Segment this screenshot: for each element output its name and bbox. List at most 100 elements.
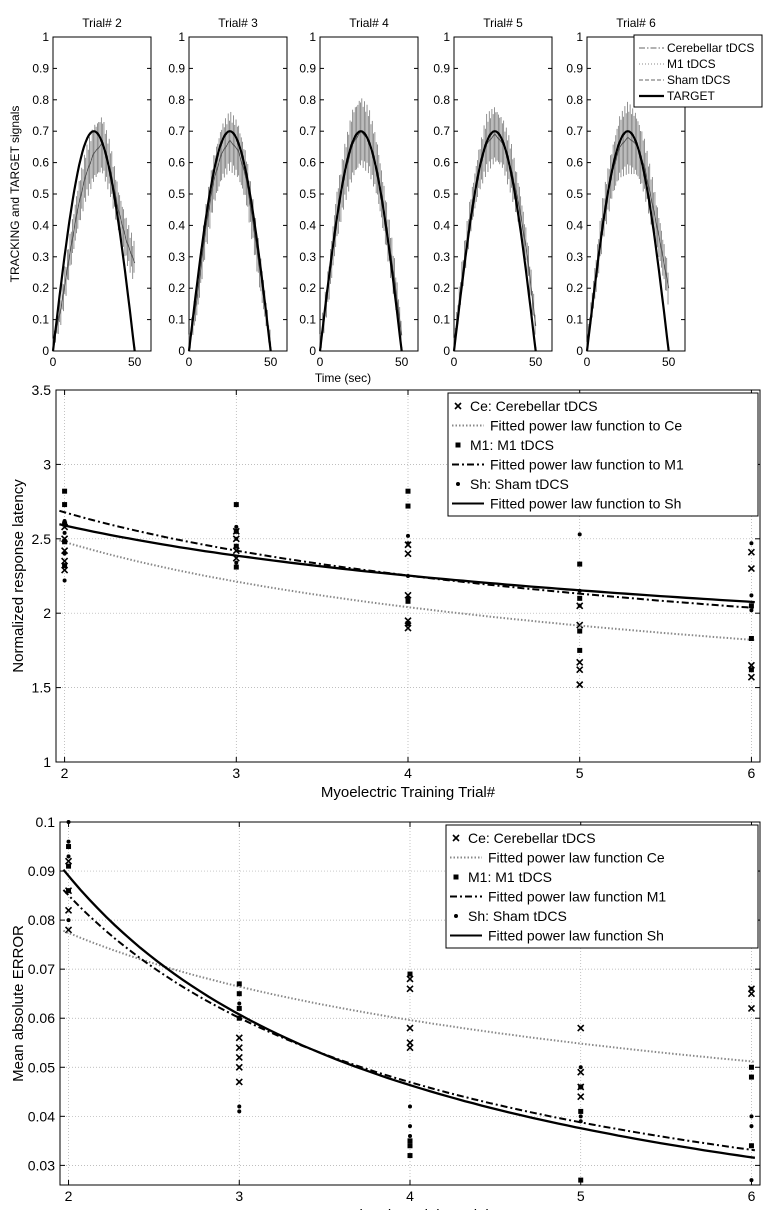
y-tick-label: 0.8 — [433, 93, 450, 107]
data-point — [577, 532, 582, 537]
tracking-chart: Trial# 2 0 0.1 0.2 0.3 0.4 0.5 0.6 0.7 0.8 0.9 1 0 50… — [8, 16, 763, 385]
series-points — [66, 844, 754, 1183]
x-tick-label: 0 — [584, 355, 591, 369]
y-axis-label: Normalized response latency — [10, 479, 27, 673]
panel-title: Trial# 3 — [218, 16, 258, 30]
x-tick-label: 5 — [576, 765, 584, 781]
y-tick-label: 0.3 — [32, 250, 49, 264]
data-point — [233, 543, 239, 549]
fit-line — [59, 539, 755, 641]
legend-entry: Fitted power law function Ce — [488, 850, 665, 866]
data-point — [578, 1084, 584, 1090]
y-tick-label: 2.5 — [32, 531, 52, 547]
y-tick-label: 0.6 — [433, 156, 450, 170]
data-point — [578, 1065, 583, 1070]
y-tick-label: 0 — [178, 344, 185, 358]
y-tick-label: 0 — [309, 344, 316, 358]
legend-marker — [454, 914, 458, 918]
data-point — [405, 488, 411, 494]
data-point — [235, 1044, 243, 1052]
legend-entry: Ce: Cerebellar tDCS — [468, 830, 596, 846]
data-point — [66, 839, 71, 844]
data-point — [407, 1138, 413, 1144]
data-point — [577, 1068, 585, 1076]
data-point — [576, 621, 584, 629]
data-point — [62, 578, 67, 583]
panel-title: Trial# 6 — [616, 16, 656, 30]
data-point — [405, 621, 411, 627]
data-point — [406, 1039, 414, 1047]
data-point — [748, 1074, 754, 1080]
y-axis-label: Mean absolute ERROR — [10, 925, 27, 1082]
legend-entry: Fitted power law function to Ce — [490, 418, 682, 434]
y-tick-label: 0.3 — [566, 250, 583, 264]
data-point — [236, 1005, 242, 1011]
data-point — [747, 564, 755, 573]
legend-marker — [455, 442, 461, 448]
data-point — [406, 1024, 414, 1032]
data-point — [408, 1124, 412, 1129]
y-tick-label: 0.7 — [433, 124, 450, 138]
data-point — [577, 603, 582, 608]
x-tick-label: 4 — [406, 1188, 414, 1204]
data-point — [408, 1133, 412, 1138]
x-tick-label: 2 — [61, 765, 69, 781]
y-tick-label: 0.05 — [28, 1059, 55, 1075]
y-tick-label: 0.8 — [168, 93, 185, 107]
y-tick-label: 0.1 — [32, 313, 49, 327]
data-point — [234, 524, 239, 529]
data-point — [64, 906, 73, 914]
data-point — [62, 518, 67, 523]
x-tick-label: 50 — [395, 355, 409, 369]
y-tick-label: 0.2 — [433, 281, 450, 295]
x-tick-label: 0 — [50, 355, 57, 369]
y-tick-label: 0.04 — [28, 1108, 55, 1124]
data-point — [66, 820, 71, 824]
y-tick-label: 0.8 — [32, 93, 49, 107]
data-point — [578, 1177, 584, 1183]
y-tick-label: 0 — [576, 344, 583, 358]
y-tick-label: 0.1 — [433, 313, 450, 327]
y-tick-label: 0.6 — [32, 156, 49, 170]
y-tick-label: 0.7 — [299, 124, 316, 138]
plot-frame — [319, 36, 419, 352]
y-tick-label: 0.7 — [32, 124, 49, 138]
data-point — [748, 667, 754, 673]
data-point — [577, 628, 583, 634]
tracking-panel: Trial# 3 0 0.1 0.2 0.3 0.4 0.5 0.6 0.7 0.8 0.9 1 0 50 — [168, 16, 288, 369]
y-tick-label: 0.5 — [433, 187, 450, 201]
data-point — [236, 991, 242, 997]
data-point — [578, 1119, 583, 1124]
y-tick-label: 0.3 — [433, 250, 450, 264]
data-point — [235, 1053, 243, 1062]
x-tick-label: 4 — [404, 765, 412, 781]
legend-entry: Sham tDCS — [667, 73, 730, 87]
data-point — [66, 918, 71, 923]
y-tick-label: 1.5 — [32, 680, 52, 696]
data-point — [64, 926, 73, 934]
tracking-panel: Trial# 2 0 0.1 0.2 0.3 0.4 0.5 0.6 0.7 0.8 0.9 1 0 50 — [32, 16, 152, 369]
data-point — [235, 1034, 243, 1042]
data-point — [237, 1001, 242, 1006]
plot-frame — [52, 36, 152, 352]
data-point — [577, 561, 583, 567]
latency-chart: 2 3 4 5 6 1 1.5 2 2.5 3 3.5 Ce: Cerebellar tDCS Fitt… — [10, 382, 761, 801]
y-tick-label: 0.08 — [28, 912, 55, 928]
y-tick-label: 0.6 — [168, 156, 185, 170]
y-tick-label: 0.07 — [28, 961, 55, 977]
data-point — [748, 635, 754, 641]
y-tick-label: 0.8 — [566, 93, 583, 107]
legend-entry: M1: M1 tDCS — [468, 869, 552, 885]
x-tick-label: 2 — [65, 1188, 73, 1204]
data-point — [237, 1109, 242, 1114]
data-point — [234, 560, 239, 565]
data-point — [748, 1064, 754, 1070]
y-tick-label: 0.4 — [299, 218, 316, 232]
y-tick-label: 1 — [309, 30, 316, 44]
y-tick-label: 0.9 — [299, 61, 316, 75]
data-point — [405, 598, 411, 604]
x-tick-label: 6 — [748, 1188, 756, 1204]
fit-line — [59, 509, 755, 609]
data-point — [576, 681, 584, 689]
legend-entry: TARGET — [667, 89, 715, 103]
